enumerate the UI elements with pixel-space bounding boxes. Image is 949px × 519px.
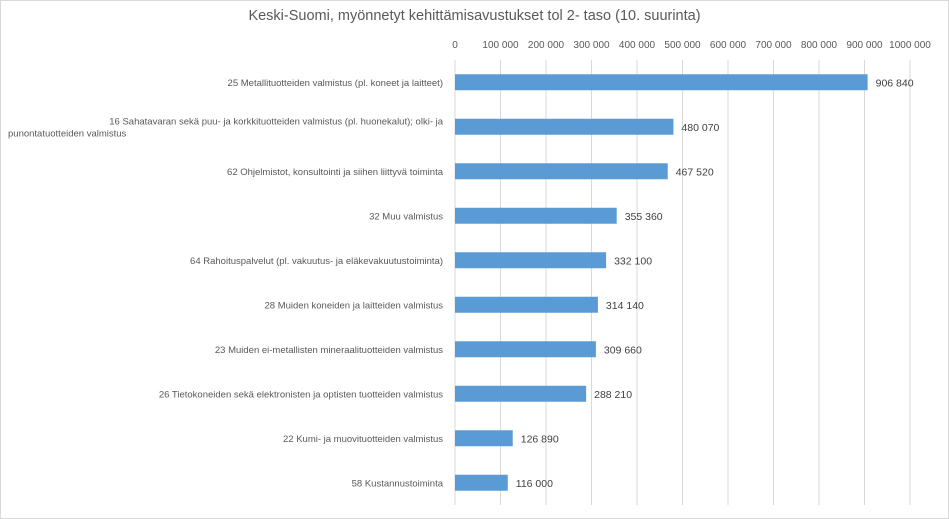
bar — [455, 118, 674, 135]
category-label: 62 Ohjelmistot, konsultointi ja siihen l… — [227, 167, 444, 178]
bar — [455, 385, 587, 402]
bar — [455, 474, 508, 491]
data-label: 116 000 — [516, 478, 553, 490]
bar — [455, 430, 513, 447]
bar — [455, 341, 596, 358]
data-label: 126 890 — [521, 433, 559, 445]
x-tick-label: 700 000 — [755, 40, 792, 51]
data-label: 309 660 — [604, 344, 642, 356]
x-tick-label: 300 000 — [573, 40, 610, 51]
bar — [455, 296, 598, 313]
category-label: 28 Muiden koneiden ja laitteiden valmist… — [265, 300, 444, 311]
x-tick-label: 800 000 — [801, 40, 838, 51]
bar — [455, 207, 617, 224]
data-label: 288 210 — [594, 389, 632, 401]
category-label: 16 Sahatavaran sekä puu- ja korkkituotte… — [8, 116, 444, 139]
x-tick-label: 0 — [452, 40, 458, 51]
category-label: 22 Kumi- ja muovituotteiden valmistus — [283, 434, 443, 445]
category-label: 25 Metallituotteiden valmistus (pl. kone… — [228, 78, 443, 89]
category-label: 26 Tietokoneiden sekä elektronisten ja o… — [159, 389, 443, 400]
x-tick-label: 1000 000 — [889, 40, 931, 51]
data-label: 906 840 — [876, 77, 914, 89]
data-label: 355 360 — [625, 211, 663, 223]
chart-title: Keski-Suomi, myönnetyt kehittämisavustuk… — [248, 8, 701, 24]
data-label: 332 100 — [614, 255, 652, 267]
bar — [455, 252, 607, 269]
x-tick-label: 500 000 — [664, 40, 701, 51]
x-tick-label: 900 000 — [846, 40, 883, 51]
bar — [455, 74, 868, 91]
data-label: 480 070 — [681, 122, 719, 134]
category-label: 32 Muu valmistus — [369, 211, 443, 222]
category-label: 64 Rahoituspalvelut (pl. vakuutus- ja el… — [190, 256, 443, 267]
x-tick-label: 200 000 — [528, 40, 565, 51]
data-label: 314 140 — [606, 300, 644, 312]
data-label: 467 520 — [676, 166, 714, 178]
x-tick-label: 400 000 — [619, 40, 656, 51]
x-tick-label: 600 000 — [710, 40, 747, 51]
bar — [455, 163, 668, 180]
x-tick-label: 100 000 — [482, 40, 519, 51]
category-label: 58 Kustannustoiminta — [352, 478, 444, 489]
category-label: 23 Muiden ei-metallisten mineraalituotte… — [215, 345, 443, 356]
